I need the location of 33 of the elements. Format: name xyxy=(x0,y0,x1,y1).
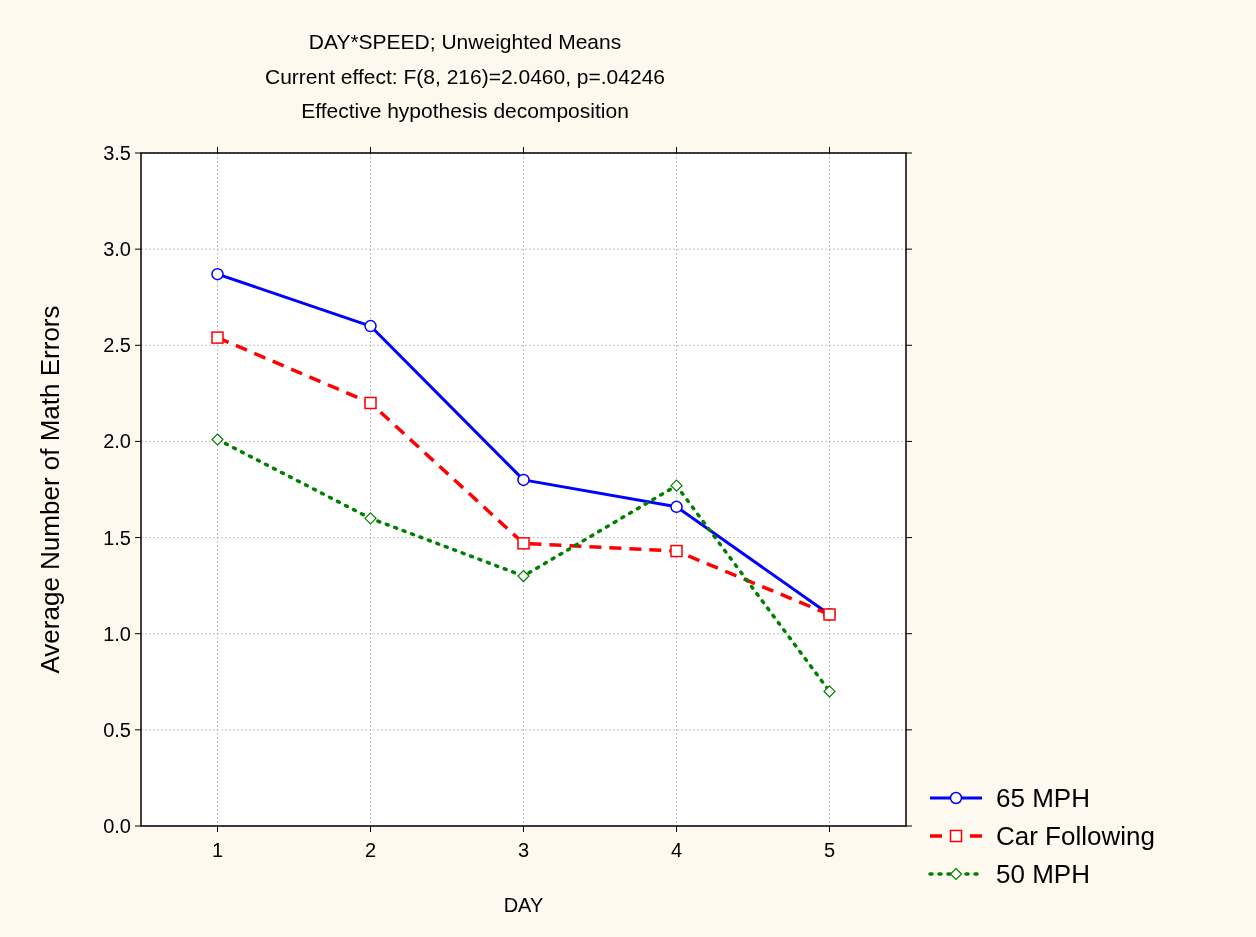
x-tick-label: 3 xyxy=(517,839,530,861)
legend-label: 65 MPH xyxy=(996,783,1090,813)
y-tick-label: 1.0 xyxy=(103,622,131,645)
point xyxy=(211,267,224,281)
point xyxy=(670,500,683,514)
point xyxy=(517,537,530,550)
y-tick-label: 3.5 xyxy=(103,142,131,164)
x-tick-label: 4 xyxy=(670,839,683,861)
x-tick-label: 2 xyxy=(364,839,377,861)
legend-label: Car Following xyxy=(996,821,1155,851)
point xyxy=(670,479,683,492)
point xyxy=(364,396,377,410)
point xyxy=(364,319,377,333)
legend-label: 50 MPH xyxy=(996,859,1090,889)
point xyxy=(211,331,224,344)
y-tick-label: 2.0 xyxy=(103,430,131,453)
y-axis-title: Average Number of Math Errors xyxy=(35,305,65,674)
y-tick-label: 3.0 xyxy=(103,238,131,261)
point xyxy=(517,569,530,583)
y-tick-label: 0.5 xyxy=(103,718,131,741)
x-axis-title: DAY xyxy=(503,894,544,916)
chart-subtitle: Current effect: F(8, 216)=2.0460, p=.04246 Effective hypothesis decomposition xyxy=(264,65,666,122)
point xyxy=(823,685,836,698)
y-tick-label: 2.5 xyxy=(103,334,131,357)
y-tick-label: 0.0 xyxy=(103,815,131,837)
point xyxy=(517,473,530,487)
y-tick-label: 1.5 xyxy=(103,526,131,549)
chart-title: DAY*SPEED; Unweighted Means xyxy=(308,30,622,53)
x-tick-label: 5 xyxy=(823,839,836,861)
point xyxy=(211,433,224,446)
x-tick-label: 1 xyxy=(211,839,224,861)
point xyxy=(670,544,683,558)
point xyxy=(364,512,377,525)
